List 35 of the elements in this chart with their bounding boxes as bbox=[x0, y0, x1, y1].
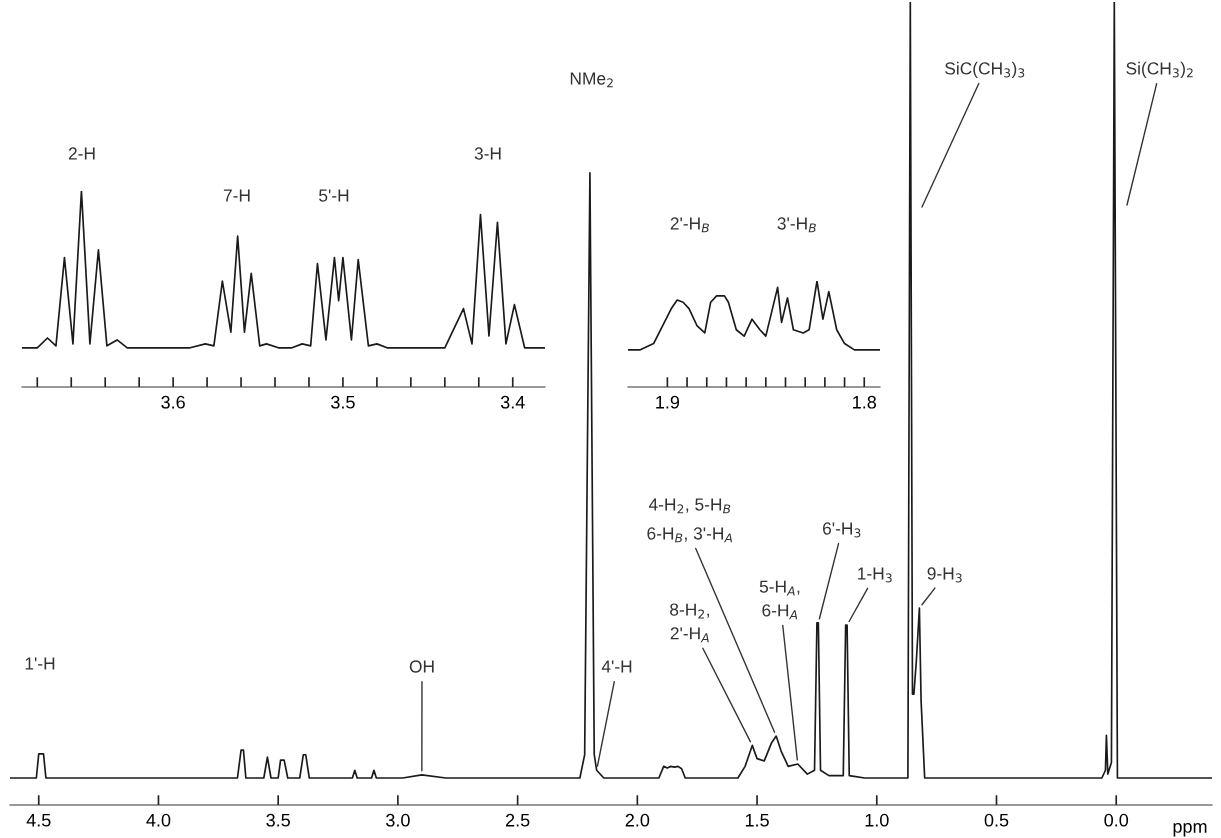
x-tick-label: 0.5 bbox=[984, 813, 1009, 827]
annotation: 7-H bbox=[223, 189, 250, 202]
annotation: Si(CH$_{3}$)$_{2}$ bbox=[1126, 61, 1193, 79]
x-axis-title: ppm bbox=[1173, 822, 1207, 837]
annotation: SiC(CH$_{3}$)$_{3}$ bbox=[945, 61, 1025, 79]
x-tick-label: 3.6 bbox=[161, 395, 185, 409]
annotation: 8-H$_{2}$, 2'-H$_{A}$ bbox=[670, 603, 709, 643]
annotation: 3-H bbox=[474, 147, 501, 160]
x-tick-label: 0.0 bbox=[1104, 813, 1129, 827]
x-tick-label: 3.0 bbox=[386, 813, 410, 827]
x-tick-label: 1.5 bbox=[745, 814, 769, 827]
x-tick-label: 1.0 bbox=[865, 813, 889, 827]
annotation: 6-H$_{B}$, 3'-H$_{A}$ bbox=[647, 527, 733, 543]
annotation: OH bbox=[409, 660, 434, 673]
annotation: 3'-H$_{B}$ bbox=[777, 217, 816, 233]
annotation: 4-H$_{2}$, 5-H$_{B}$ bbox=[648, 498, 731, 514]
x-tick-label: 4.0 bbox=[146, 813, 171, 827]
annotation: 9-H$_{3}$ bbox=[927, 567, 962, 583]
annotation: NMe$_{2}$ bbox=[570, 72, 613, 88]
annotation: 5'-H bbox=[319, 189, 349, 202]
annotation: 1-H$_{3}$ bbox=[858, 567, 892, 583]
annotation: 2-H bbox=[68, 147, 95, 160]
x-tick-label: 2.5 bbox=[505, 813, 530, 827]
x-tick-label: 4.5 bbox=[26, 814, 51, 827]
x-tick-label: 1.8 bbox=[853, 395, 877, 409]
x-tick-label: 3.5 bbox=[266, 813, 290, 827]
x-tick-label: 3.4 bbox=[500, 395, 525, 409]
annotation: 4'-H bbox=[601, 660, 632, 673]
x-tick-label: 1.9 bbox=[656, 395, 680, 409]
x-tick-label: 2.0 bbox=[625, 813, 650, 827]
x-tick-label: 3.5 bbox=[331, 395, 355, 409]
annotation: 5-H$_{A}$, 6-H$_{A}$ bbox=[759, 580, 800, 620]
annotation: 2'-H$_{B}$ bbox=[670, 217, 709, 233]
annotation: 1'-H bbox=[25, 657, 55, 670]
annotation: 6'-H$_{3}$ bbox=[823, 522, 861, 538]
